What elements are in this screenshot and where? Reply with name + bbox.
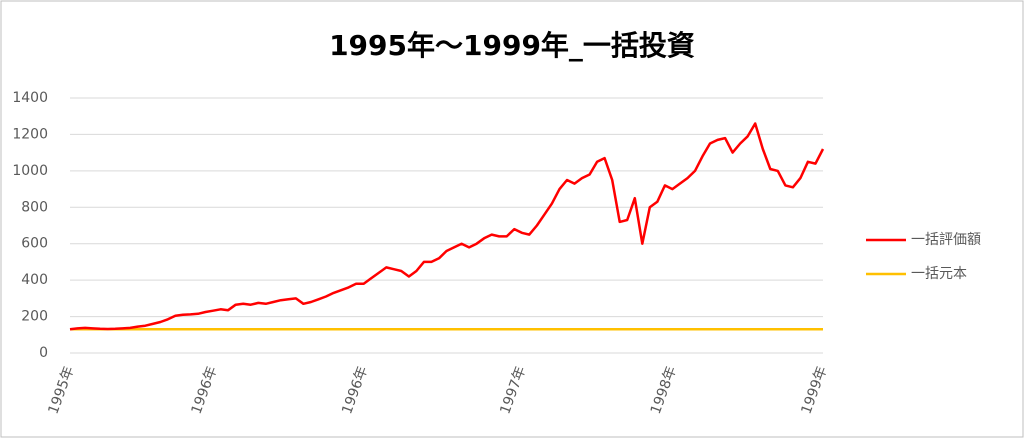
legend-label: 一括評価額: [911, 232, 981, 248]
y-tick-label: 600: [21, 236, 48, 252]
y-tick-label: 800: [21, 199, 48, 215]
y-tick-label: 1000: [12, 163, 48, 179]
y-tick-label: 400: [21, 272, 48, 288]
y-tick-label: 0: [39, 345, 48, 361]
legend-label: 一括元本: [911, 266, 967, 282]
line-series: [69, 122, 825, 331]
y-tick-label: 1400: [12, 90, 48, 106]
chart-title: 1995年～1999年_一括投資: [329, 29, 695, 62]
y-tick-label: 1200: [12, 126, 48, 142]
y-tick-label: 200: [21, 309, 48, 325]
